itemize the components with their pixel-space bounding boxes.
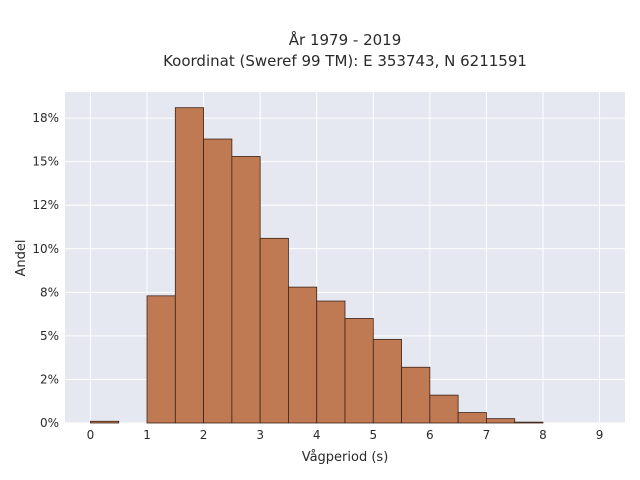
histogram-bar <box>203 138 233 424</box>
histogram-bar <box>288 286 318 424</box>
y-tick-label: 5% <box>40 329 59 343</box>
y-tick-label: 18% <box>32 111 59 125</box>
histogram-bar <box>429 394 459 424</box>
x-tick-label: 0 <box>87 428 95 442</box>
bars <box>90 107 544 424</box>
y-axis-label: Andel <box>14 240 29 277</box>
histogram-bar <box>344 318 374 424</box>
y-tick-label: 0% <box>40 416 59 430</box>
histogram-bar <box>486 418 516 424</box>
histogram-bar <box>457 412 487 424</box>
y-tick-label: 8% <box>40 285 59 299</box>
histogram-bar <box>231 156 261 424</box>
x-tick-label: 5 <box>369 428 377 442</box>
y-tick-label: 2% <box>40 372 59 386</box>
histogram-bar <box>146 295 176 424</box>
y-tick-labels: 0% 2% 5% 8% 10% 12% 15% 18% <box>32 111 59 430</box>
chart-title: År 1979 - 2019 <box>289 30 402 49</box>
x-tick-label: 4 <box>313 428 321 442</box>
histogram-bar <box>316 300 346 424</box>
histogram-bar <box>174 107 204 424</box>
y-tick-label: 10% <box>32 242 59 256</box>
histogram-bar <box>259 237 289 424</box>
histogram-bar <box>90 420 120 424</box>
x-tick-labels: 0 1 2 3 4 5 6 7 8 9 <box>87 428 604 442</box>
x-tick-label: 8 <box>539 428 547 442</box>
x-tick-label: 2 <box>200 428 208 442</box>
histogram-bar <box>372 338 402 424</box>
chart-subtitle: Koordinat (Sweref 99 TM): E 353743, N 62… <box>163 52 527 70</box>
histogram-bar <box>401 366 431 424</box>
x-tick-label: 7 <box>483 428 491 442</box>
y-tick-label: 12% <box>32 198 59 212</box>
x-axis-label: Vågperiod (s) <box>302 450 389 465</box>
histogram-bar <box>514 421 544 424</box>
y-tick-label: 15% <box>32 155 59 169</box>
x-tick-label: 1 <box>143 428 151 442</box>
x-tick-label: 3 <box>256 428 264 442</box>
x-tick-label: 6 <box>426 428 434 442</box>
x-tick-label: 9 <box>596 428 604 442</box>
